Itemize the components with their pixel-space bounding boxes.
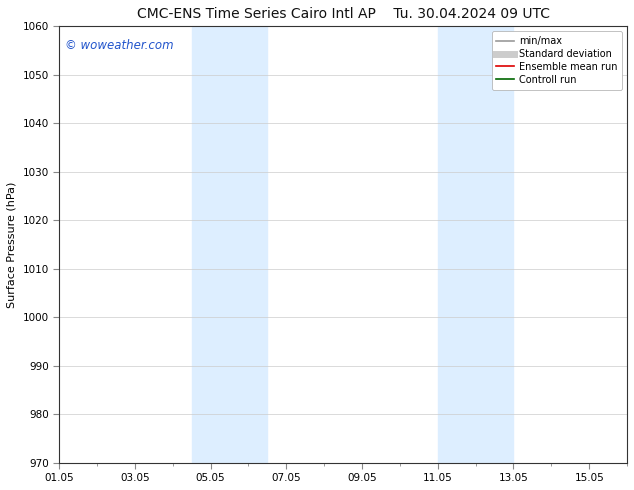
Title: CMC-ENS Time Series Cairo Intl AP    Tu. 30.04.2024 09 UTC: CMC-ENS Time Series Cairo Intl AP Tu. 30… xyxy=(136,7,550,21)
Text: © woweather.com: © woweather.com xyxy=(65,39,174,52)
Y-axis label: Surface Pressure (hPa): Surface Pressure (hPa) xyxy=(7,181,17,308)
Bar xyxy=(191,26,268,463)
Legend: min/max, Standard deviation, Ensemble mean run, Controll run: min/max, Standard deviation, Ensemble me… xyxy=(491,31,622,90)
Bar xyxy=(437,26,514,463)
